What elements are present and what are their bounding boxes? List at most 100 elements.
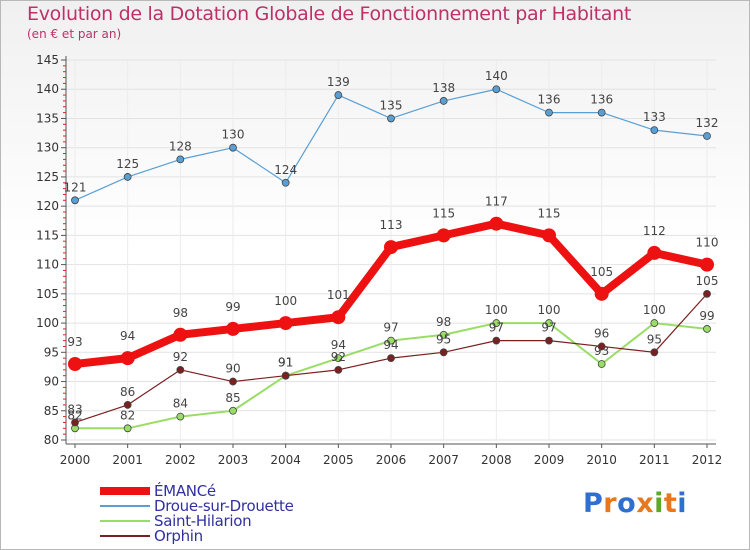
legend-swatch-droue-sur-drouette (100, 505, 150, 507)
data-point (173, 327, 188, 342)
chart-subtitle: (en € et par an) (27, 27, 122, 41)
data-label: 97 (541, 321, 556, 335)
logo-letter: r (603, 488, 618, 519)
series-emance: 93 94 98 99 100 101 113 115 117 115 105 112 110 (67, 195, 718, 371)
series-droue-sur-drouette: 121 125 128 130 124 139 135 138 140 136 136 133 132 (64, 69, 719, 205)
data-point (120, 351, 135, 366)
logo-letter: o (617, 488, 637, 519)
logo-letter: i (677, 488, 688, 519)
x-tick-label: 2006 (376, 453, 407, 467)
data-point (492, 319, 501, 327)
data-label: 105 (590, 265, 613, 279)
data-label: 82 (120, 408, 135, 422)
x-tick-label: 2011 (639, 453, 670, 467)
data-label: 84 (173, 397, 188, 411)
data-point (281, 371, 290, 380)
y-tick-label: 85 (44, 404, 59, 418)
x-tick-label: 2001 (112, 453, 143, 467)
data-label: 100 (485, 303, 508, 317)
x-tick-label: 2009 (534, 453, 565, 467)
data-point (703, 325, 711, 333)
y-tick-label: 90 (44, 375, 59, 389)
x-tick-label: 2005 (323, 453, 354, 467)
data-point (597, 360, 606, 368)
data-point (334, 354, 343, 363)
logo-letter: t (663, 488, 678, 519)
y-tick-label: 120 (36, 199, 59, 213)
data-point (436, 228, 451, 243)
data-point (650, 319, 659, 327)
data-label: 92 (331, 350, 346, 364)
data-point (439, 348, 448, 357)
data-label: 128 (169, 139, 192, 153)
data-label: 110 (696, 236, 719, 250)
x-tick-label: 2000 (60, 453, 91, 467)
data-point (68, 357, 82, 371)
data-label: 83 (67, 402, 82, 416)
data-label: 91 (278, 356, 293, 370)
data-point (176, 365, 185, 374)
data-label: 95 (436, 332, 451, 346)
x-tick-label: 2004 (270, 453, 301, 467)
data-label: 90 (225, 362, 240, 376)
data-label: 136 (538, 93, 561, 107)
data-point (71, 196, 79, 205)
data-point (281, 178, 290, 187)
y-tick-label: 125 (36, 170, 59, 184)
data-label: 130 (222, 128, 245, 142)
data-point (542, 228, 556, 243)
data-label: 115 (432, 206, 455, 220)
data-label: 96 (594, 326, 609, 340)
data-point (492, 336, 501, 345)
data-label: 140 (485, 69, 508, 83)
data-point (331, 310, 346, 325)
y-tick-label: 105 (36, 287, 59, 301)
data-label: 85 (225, 391, 240, 405)
data-point (703, 289, 711, 298)
data-point (489, 216, 504, 231)
data-label: 97 (383, 321, 398, 335)
data-label: 95 (647, 332, 662, 346)
data-point (545, 336, 553, 345)
data-point (334, 91, 343, 99)
data-label: 115 (538, 206, 561, 220)
data-point (278, 316, 293, 331)
legend-label-saint-hilarion: Saint-Hilarion (154, 512, 252, 530)
legend-swatch-saint-hilarion (100, 520, 150, 522)
data-label: 121 (64, 180, 87, 194)
legend-swatch-emance (100, 487, 150, 495)
axes: 80 85 90 95 100 105 110 115 120 125 130 135 140 145 20… (36, 53, 722, 467)
x-tick-label: 2002 (165, 453, 196, 467)
data-point (597, 108, 606, 117)
data-label: 97 (489, 321, 504, 335)
data-point (492, 85, 501, 94)
data-point (123, 173, 132, 181)
data-point (439, 330, 448, 339)
data-label: 100 (538, 303, 561, 317)
data-label: 86 (120, 385, 135, 399)
data-label: 92 (173, 350, 188, 364)
data-label: 139 (327, 75, 350, 89)
data-label: 99 (699, 309, 714, 323)
data-point (387, 114, 395, 123)
data-point (229, 143, 237, 152)
data-point (226, 321, 240, 336)
x-tick-label: 2003 (218, 453, 249, 467)
data-label: 136 (590, 93, 613, 107)
legend-label-droue-sur-drouette: Droue-sur-Drouette (154, 497, 294, 515)
data-label: 132 (696, 116, 719, 130)
data-label: 99 (225, 300, 240, 314)
data-point (545, 319, 553, 327)
y-tick-label: 115 (36, 228, 59, 242)
data-point (650, 348, 659, 357)
data-point (176, 155, 185, 164)
data-label: 138 (432, 81, 455, 95)
data-label: 82 (67, 408, 82, 422)
data-point (123, 424, 132, 433)
data-point (387, 354, 395, 363)
y-tick-label: 110 (36, 258, 59, 272)
data-label: 94 (120, 329, 135, 343)
data-label: 94 (383, 338, 398, 352)
